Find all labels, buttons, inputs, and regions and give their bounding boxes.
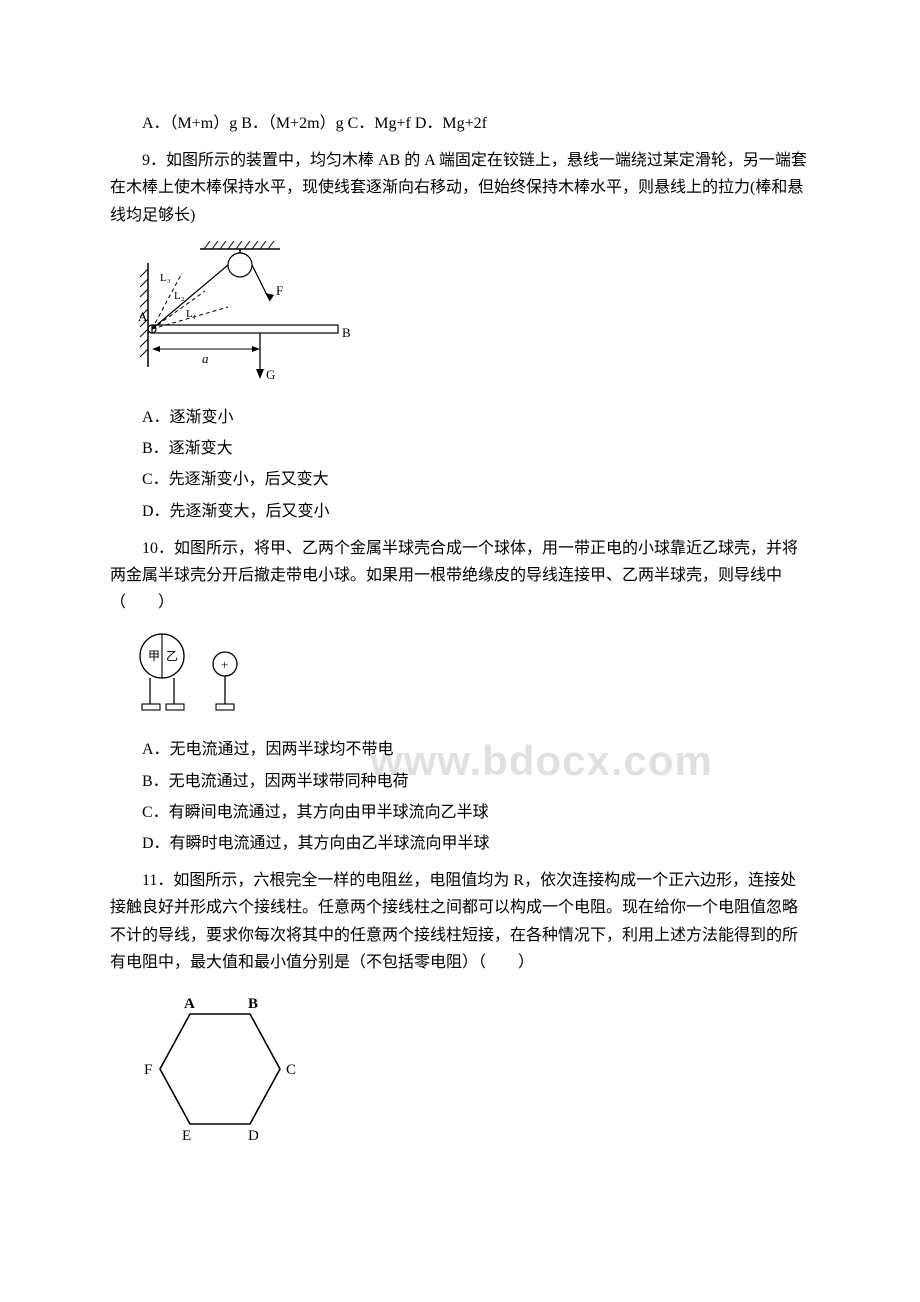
q10-optA: A．无电流通过，因两半球均不带电 (110, 736, 810, 763)
q10-optB: B．无电流通过，因两半球带同种电荷 (110, 768, 810, 795)
q10-label-yi: 乙 (166, 649, 178, 663)
q10-stem: 10．如图所示，将甲、乙两个金属半球壳合成一个球体，用一带正电的小球靠近乙球壳，… (110, 535, 810, 617)
q9-optA: A．逐渐变小 (110, 404, 810, 431)
q11-label-E: E (182, 1128, 191, 1144)
q8-options: A．（M+m）g B．（M+2m）g C．Mg+f D．Mg+2f (110, 110, 810, 137)
q9-optB: B．逐渐变大 (110, 435, 810, 462)
q9-stem: 9．如图所示的装置中，均匀木棒 AB 的 A 端固定在铰链上，悬线一端绕过某定滑… (110, 147, 810, 229)
q10-label-jia: 甲 (148, 649, 160, 663)
q10-optC: C．有瞬间电流通过，其方向由甲半球流向乙半球 (110, 799, 810, 826)
q9-label-L1: L₁ (186, 308, 197, 320)
q9-label-A: A (138, 309, 148, 324)
q10-label-plus: + (221, 657, 228, 672)
q11-label-B: B (248, 996, 258, 1012)
q9-label-L3: L₃ (160, 272, 171, 284)
q9-optD: D．先逐渐变大，后又变小 (110, 498, 810, 525)
q9-figure: F G a A B L₃ L₂ L₁ (130, 237, 810, 396)
q9-label-B: B (342, 325, 351, 340)
q9: 9．如图所示的装置中，均匀木棒 AB 的 A 端固定在铰链上，悬线一端绕过某定滑… (110, 147, 810, 525)
q9-label-L2: L₂ (174, 290, 185, 302)
q11-label-D: D (248, 1128, 259, 1144)
q10-optD: D．有瞬时电流通过，其方向由乙半球流向甲半球 (110, 830, 810, 857)
q11-stem: 11．如图所示，六根完全一样的电阻丝，电阻值均为 R，依次连接构成一个正六边形，… (110, 867, 810, 976)
q9-label-G: G (266, 367, 275, 382)
q11-label-C: C (286, 1062, 296, 1078)
q11-figure: A B C D E F (130, 984, 810, 1163)
q9-label-F: F (276, 283, 283, 298)
q8-options-line: A．（M+m）g B．（M+2m）g C．Mg+f D．Mg+2f (110, 110, 810, 137)
q10: 10．如图所示，将甲、乙两个金属半球壳合成一个球体，用一带正电的小球靠近乙球壳，… (110, 535, 810, 858)
q10-figure: 甲 乙 + (130, 624, 810, 728)
page: www.bdocx.com A．（M+m）g B．（M+2m）g C．Mg+f … (110, 110, 810, 1163)
q11-label-A: A (184, 996, 195, 1012)
q9-optC: C．先逐渐变小，后又变大 (110, 466, 810, 493)
q9-label-a: a (202, 351, 209, 366)
q11: 11．如图所示，六根完全一样的电阻丝，电阻值均为 R，依次连接构成一个正六边形，… (110, 867, 810, 1163)
q11-label-F: F (144, 1062, 152, 1078)
